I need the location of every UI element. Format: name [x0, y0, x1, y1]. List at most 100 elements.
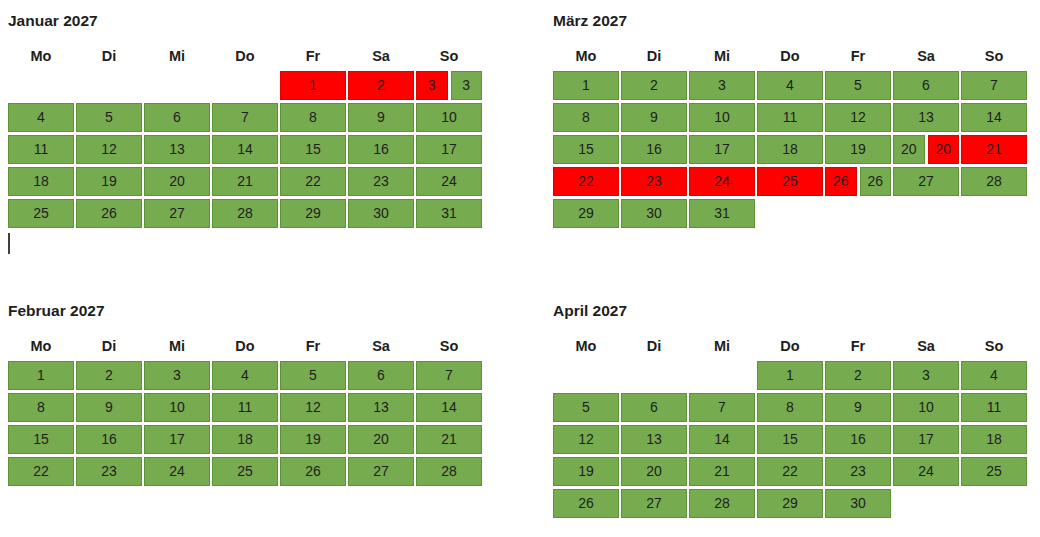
day-cell[interactable]: 5	[825, 71, 891, 100]
day-cell[interactable]: 20	[144, 167, 210, 196]
day-cell[interactable]: 30	[621, 199, 687, 228]
day-cell[interactable]: 4	[8, 103, 74, 132]
day-cell[interactable]: 5	[280, 361, 346, 390]
day-cell[interactable]: 9	[825, 393, 891, 422]
day-cell[interactable]: 13	[893, 103, 959, 132]
day-cell[interactable]: 27	[348, 457, 414, 486]
day-cell[interactable]: 19	[280, 425, 346, 454]
day-cell[interactable]: 21	[416, 425, 482, 454]
day-cell[interactable]: 30	[348, 199, 414, 228]
day-cell[interactable]: 24	[416, 167, 482, 196]
day-cell[interactable]: 25	[8, 199, 74, 228]
day-cell[interactable]: 21	[212, 167, 278, 196]
day-cell[interactable]: 12	[76, 135, 142, 164]
day-cell[interactable]: 17	[416, 135, 482, 164]
day-cell[interactable]: 22	[8, 457, 74, 486]
day-cell[interactable]: 25	[961, 457, 1027, 486]
day-cell[interactable]: 16	[348, 135, 414, 164]
day-cell[interactable]: 23	[348, 167, 414, 196]
day-cell[interactable]: 6	[348, 361, 414, 390]
day-cell[interactable]: 12	[825, 103, 891, 132]
day-cell[interactable]: 10	[144, 393, 210, 422]
day-cell[interactable]: 29	[757, 489, 823, 518]
day-cell[interactable]: 24	[144, 457, 210, 486]
day-cell[interactable]: 2	[621, 71, 687, 100]
day-cell[interactable]: 1	[280, 71, 346, 100]
day-cell[interactable]: 19	[76, 167, 142, 196]
day-cell[interactable]: 29	[280, 199, 346, 228]
day-cell[interactable]: 7	[689, 393, 755, 422]
day-cell[interactable]: 3	[144, 361, 210, 390]
day-cell[interactable]: 20	[928, 135, 960, 164]
day-cell[interactable]: 4	[212, 361, 278, 390]
day-cell[interactable]: 1	[553, 71, 619, 100]
day-cell[interactable]: 22	[280, 167, 346, 196]
day-cell[interactable]: 2	[76, 361, 142, 390]
day-cell[interactable]: 9	[621, 103, 687, 132]
day-cell[interactable]: 23	[621, 167, 687, 196]
day-cell[interactable]: 26	[553, 489, 619, 518]
day-cell[interactable]: 3	[451, 71, 483, 100]
day-cell[interactable]: 6	[621, 393, 687, 422]
day-cell[interactable]: 7	[416, 361, 482, 390]
day-cell[interactable]: 30	[825, 489, 891, 518]
day-cell[interactable]: 12	[553, 425, 619, 454]
day-cell[interactable]: 27	[144, 199, 210, 228]
day-cell[interactable]: 2	[825, 361, 891, 390]
day-cell[interactable]: 9	[348, 103, 414, 132]
day-cell[interactable]: 13	[348, 393, 414, 422]
day-cell[interactable]: 28	[689, 489, 755, 518]
day-cell[interactable]: 2	[348, 71, 414, 100]
day-cell[interactable]: 24	[893, 457, 959, 486]
day-cell[interactable]: 22	[757, 457, 823, 486]
day-cell[interactable]: 11	[961, 393, 1027, 422]
day-cell[interactable]: 28	[212, 199, 278, 228]
day-cell[interactable]: 25	[212, 457, 278, 486]
day-cell[interactable]: 1	[757, 361, 823, 390]
day-cell[interactable]: 14	[416, 393, 482, 422]
day-cell[interactable]: 26	[825, 167, 857, 196]
day-cell[interactable]: 23	[825, 457, 891, 486]
day-cell[interactable]: 25	[757, 167, 823, 196]
day-cell[interactable]: 26	[76, 199, 142, 228]
day-cell[interactable]: 13	[144, 135, 210, 164]
day-cell[interactable]: 22	[553, 167, 619, 196]
day-cell[interactable]: 26	[860, 167, 892, 196]
day-cell[interactable]: 1	[8, 361, 74, 390]
day-cell[interactable]: 21	[689, 457, 755, 486]
day-cell[interactable]: 15	[553, 135, 619, 164]
day-cell[interactable]: 15	[757, 425, 823, 454]
day-cell[interactable]: 11	[757, 103, 823, 132]
day-cell[interactable]: 27	[621, 489, 687, 518]
day-cell[interactable]: 18	[212, 425, 278, 454]
day-cell[interactable]: 13	[621, 425, 687, 454]
day-cell[interactable]: 3	[416, 71, 448, 100]
day-cell[interactable]: 16	[825, 425, 891, 454]
day-cell[interactable]: 21	[961, 135, 1027, 164]
day-cell[interactable]: 26	[280, 457, 346, 486]
day-cell[interactable]: 6	[144, 103, 210, 132]
day-cell[interactable]: 16	[76, 425, 142, 454]
day-cell[interactable]: 4	[961, 361, 1027, 390]
day-cell[interactable]: 14	[961, 103, 1027, 132]
day-cell[interactable]: 16	[621, 135, 687, 164]
day-cell[interactable]: 15	[8, 425, 74, 454]
day-cell[interactable]: 18	[961, 425, 1027, 454]
day-cell[interactable]: 28	[961, 167, 1027, 196]
day-cell[interactable]: 3	[689, 71, 755, 100]
day-cell[interactable]: 10	[689, 103, 755, 132]
day-cell[interactable]: 28	[416, 457, 482, 486]
day-cell[interactable]: 7	[961, 71, 1027, 100]
day-cell[interactable]: 17	[144, 425, 210, 454]
day-cell[interactable]: 31	[689, 199, 755, 228]
day-cell[interactable]: 19	[825, 135, 891, 164]
day-cell[interactable]: 18	[8, 167, 74, 196]
day-cell[interactable]: 27	[893, 167, 959, 196]
day-cell[interactable]: 8	[757, 393, 823, 422]
day-cell[interactable]: 23	[76, 457, 142, 486]
day-cell[interactable]: 24	[689, 167, 755, 196]
day-cell[interactable]: 20	[348, 425, 414, 454]
day-cell[interactable]: 8	[553, 103, 619, 132]
day-cell[interactable]: 6	[893, 71, 959, 100]
day-cell[interactable]: 10	[893, 393, 959, 422]
